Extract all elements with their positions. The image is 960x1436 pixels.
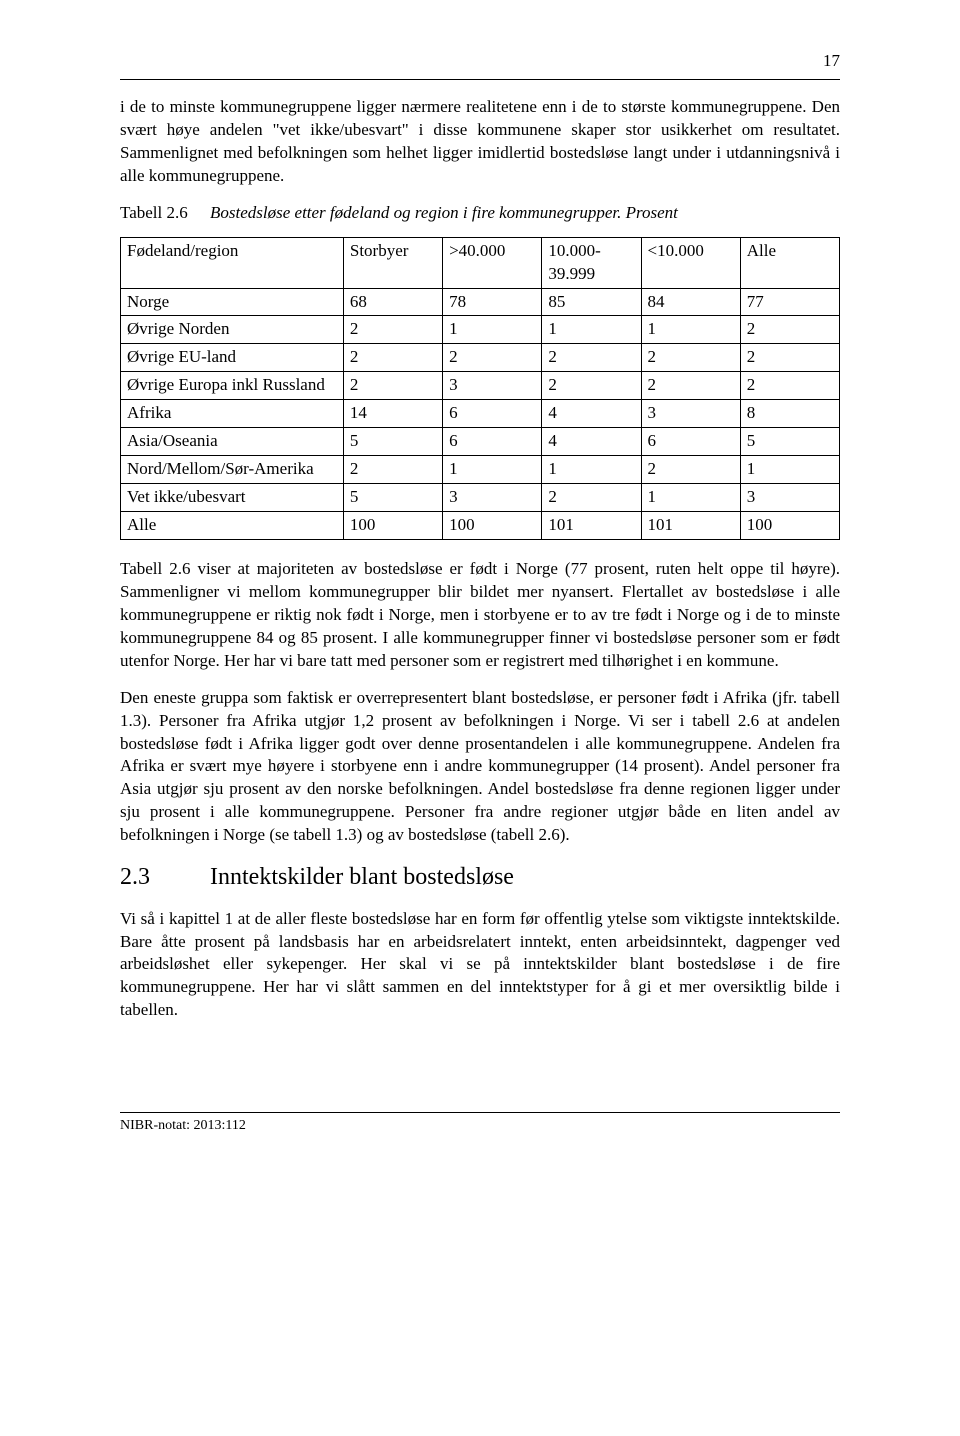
table-cell: 2 — [343, 344, 442, 372]
table-cell: 4 — [542, 400, 641, 428]
table-row: Vet ikke/ubesvart53213 — [121, 484, 840, 512]
table-cell: 1 — [443, 456, 542, 484]
table-cell: Norge — [121, 288, 344, 316]
table-row: Asia/Oseania56465 — [121, 428, 840, 456]
table-cell: 2 — [343, 456, 442, 484]
table-cell: 2 — [542, 372, 641, 400]
table-cell: 5 — [343, 428, 442, 456]
table-cell: 1 — [641, 316, 740, 344]
table-header-cell: Storbyer — [343, 237, 442, 288]
table-caption-label: Tabell 2.6 — [120, 202, 210, 225]
table-header-cell: 10.000-39.999 — [542, 237, 641, 288]
table-row: Afrika146438 — [121, 400, 840, 428]
table-cell: 2 — [343, 372, 442, 400]
table-cell: 3 — [443, 372, 542, 400]
table-cell: 6 — [443, 428, 542, 456]
table-cell: Øvrige Europa inkl Russland — [121, 372, 344, 400]
table-header-cell: Fødeland/region — [121, 237, 344, 288]
table-cell: Øvrige EU-land — [121, 344, 344, 372]
table-body: Norge6878858477Øvrige Norden21112Øvrige … — [121, 288, 840, 539]
table-cell: 101 — [641, 512, 740, 540]
table-cell: 14 — [343, 400, 442, 428]
table-row: Øvrige Norden21112 — [121, 316, 840, 344]
table-row: Øvrige EU-land22222 — [121, 344, 840, 372]
table-cell: 2 — [740, 344, 839, 372]
paragraph-4: Vi så i kapittel 1 at de aller fleste bo… — [120, 908, 840, 1023]
table-cell: 100 — [443, 512, 542, 540]
table-cell: Asia/Oseania — [121, 428, 344, 456]
table-header-cell: >40.000 — [443, 237, 542, 288]
section-title: Inntektskilder blant bostedsløse — [210, 861, 514, 893]
paragraph-3: Den eneste gruppa som faktisk er overrep… — [120, 687, 840, 848]
data-table: Fødeland/region Storbyer >40.000 10.000-… — [120, 237, 840, 540]
table-cell: 2 — [641, 344, 740, 372]
table-cell: Nord/Mellom/Sør-Amerika — [121, 456, 344, 484]
table-cell: 85 — [542, 288, 641, 316]
table-header-row: Fødeland/region Storbyer >40.000 10.000-… — [121, 237, 840, 288]
table-cell: 2 — [740, 372, 839, 400]
table-cell: 1 — [740, 456, 839, 484]
table-cell: 2 — [542, 484, 641, 512]
table-row: Øvrige Europa inkl Russland23222 — [121, 372, 840, 400]
table-row: Nord/Mellom/Sør-Amerika21121 — [121, 456, 840, 484]
table-cell: 101 — [542, 512, 641, 540]
page-number: 17 — [120, 50, 840, 73]
table-cell: 2 — [641, 372, 740, 400]
table-cell: 3 — [443, 484, 542, 512]
table-cell: 84 — [641, 288, 740, 316]
table-cell: 77 — [740, 288, 839, 316]
table-header-cell: <10.000 — [641, 237, 740, 288]
table-cell: 78 — [443, 288, 542, 316]
footer-text: NIBR-notat: 2013:112 — [120, 1118, 246, 1133]
table-cell: 2 — [740, 316, 839, 344]
top-rule — [120, 79, 840, 80]
table-cell: 8 — [740, 400, 839, 428]
table-cell: 68 — [343, 288, 442, 316]
table-cell: 3 — [641, 400, 740, 428]
table-caption: Tabell 2.6 Bostedsløse etter fødeland og… — [120, 202, 840, 225]
table-row: Alle100100101101100 — [121, 512, 840, 540]
table-cell: 100 — [740, 512, 839, 540]
table-cell: 100 — [343, 512, 442, 540]
table-row: Norge6878858477 — [121, 288, 840, 316]
table-cell: Alle — [121, 512, 344, 540]
table-cell: 1 — [542, 456, 641, 484]
paragraph-1: i de to minste kommunegruppene ligger næ… — [120, 96, 840, 188]
table-header-cell: Alle — [740, 237, 839, 288]
table-cell: 6 — [641, 428, 740, 456]
table-cell: Afrika — [121, 400, 344, 428]
section-number: 2.3 — [120, 861, 210, 893]
table-cell: Vet ikke/ubesvart — [121, 484, 344, 512]
table-cell: 1 — [443, 316, 542, 344]
paragraph-2: Tabell 2.6 viser at majoriteten av boste… — [120, 558, 840, 673]
section-heading: 2.3 Inntektskilder blant bostedsløse — [120, 861, 840, 893]
table-caption-text: Bostedsløse etter fødeland og region i f… — [210, 202, 840, 225]
table-cell: 2 — [641, 456, 740, 484]
table-cell: Øvrige Norden — [121, 316, 344, 344]
table-cell: 6 — [443, 400, 542, 428]
table-cell: 2 — [443, 344, 542, 372]
table-cell: 1 — [641, 484, 740, 512]
table-cell: 5 — [740, 428, 839, 456]
table-cell: 5 — [343, 484, 442, 512]
table-cell: 2 — [343, 316, 442, 344]
table-cell: 3 — [740, 484, 839, 512]
table-cell: 1 — [542, 316, 641, 344]
footer: NIBR-notat: 2013:112 — [120, 1112, 840, 1136]
table-cell: 2 — [542, 344, 641, 372]
table-cell: 4 — [542, 428, 641, 456]
